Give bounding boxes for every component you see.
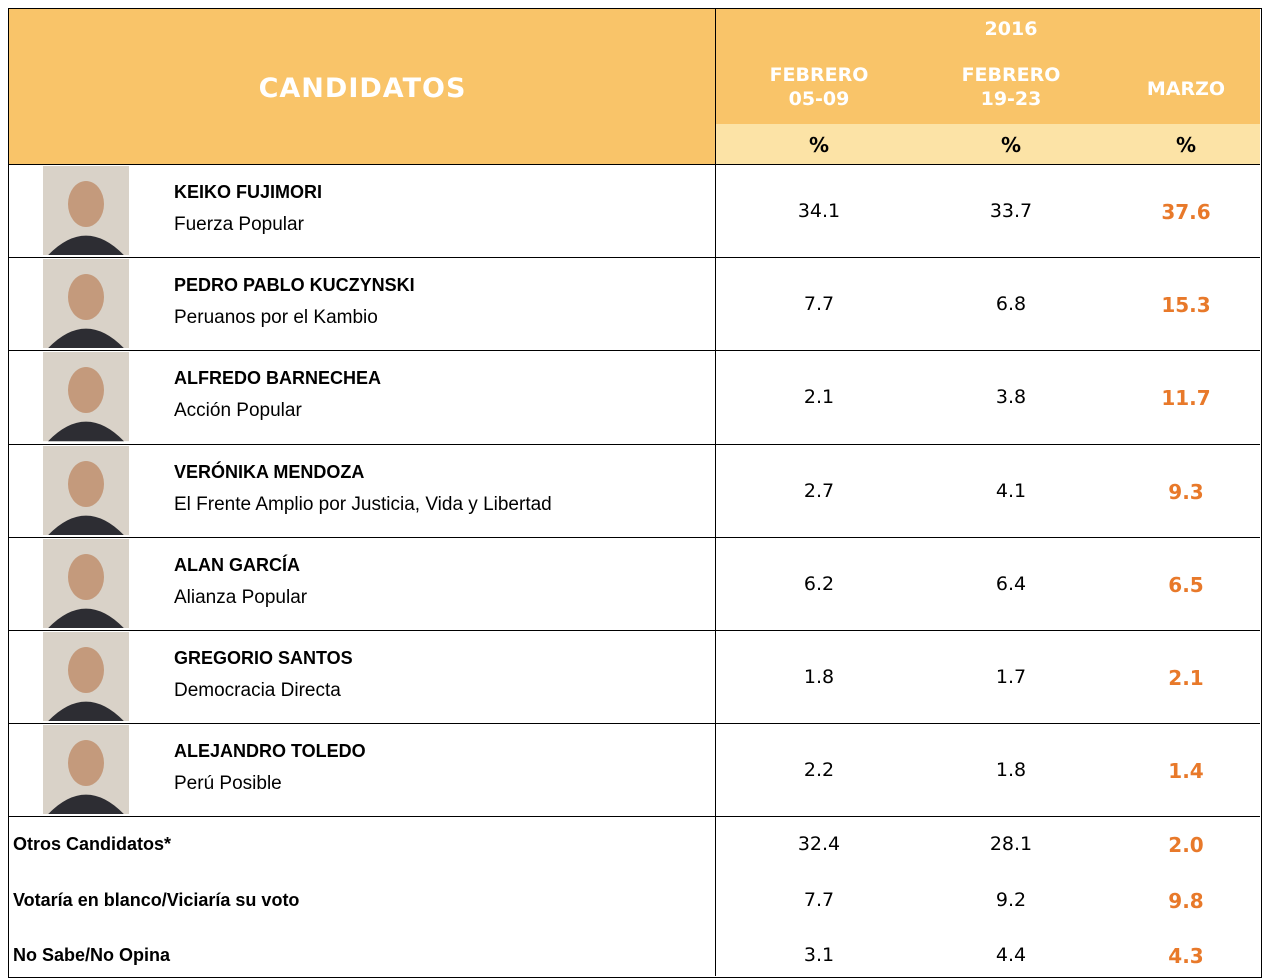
candidate-party: Peruanos por el Kambio <box>174 307 378 329</box>
value-cell: 9.2 <box>951 889 1071 911</box>
value-cell: 4.4 <box>951 944 1071 966</box>
value-cell: 15.3 <box>1126 293 1246 317</box>
row-rule <box>9 816 1260 817</box>
candidate-name: ALEJANDRO TOLEDO <box>174 741 366 762</box>
candidate-photo <box>43 725 129 814</box>
candidate-photo <box>43 259 129 348</box>
value-cell: 1.8 <box>759 666 879 688</box>
candidate-party: Fuerza Popular <box>174 214 304 236</box>
column-unit: % <box>1126 133 1246 157</box>
row-label: No Sabe/No Opina <box>13 945 170 966</box>
row-rule <box>9 444 1260 445</box>
value-cell: 6.2 <box>759 573 879 595</box>
row-rule <box>9 350 1260 351</box>
candidate-name: KEIKO FUJIMORI <box>174 182 322 203</box>
value-cell: 6.4 <box>951 573 1071 595</box>
value-cell: 11.7 <box>1126 386 1246 410</box>
column-divider <box>715 9 716 976</box>
value-cell: 34.1 <box>759 200 879 222</box>
value-cell: 2.1 <box>1126 666 1246 690</box>
value-cell: 28.1 <box>951 833 1071 855</box>
value-cell: 4.1 <box>951 480 1071 502</box>
column-label: MARZO <box>1106 77 1264 101</box>
header-title: CANDIDATOS <box>9 77 716 101</box>
value-cell: 7.7 <box>759 293 879 315</box>
column-dates: 05-09 <box>739 87 899 111</box>
candidate-photo <box>43 632 129 721</box>
value-cell: 4.3 <box>1126 944 1246 968</box>
header-year: 2016 <box>716 17 1264 41</box>
column-unit: % <box>951 133 1071 157</box>
candidate-photo <box>43 539 129 628</box>
candidate-party: Perú Posible <box>174 773 282 795</box>
column-label: FEBRERO <box>931 63 1091 87</box>
column-unit: % <box>759 133 879 157</box>
row-label: Otros Candidatos* <box>13 834 171 855</box>
photo-placeholder <box>43 539 129 628</box>
photo-placeholder <box>43 632 129 721</box>
candidate-party: Alianza Popular <box>174 587 307 609</box>
value-cell: 2.1 <box>759 386 879 408</box>
candidate-party: Acción Popular <box>174 400 302 422</box>
value-cell: 1.7 <box>951 666 1071 688</box>
value-cell: 9.3 <box>1126 480 1246 504</box>
row-rule <box>9 723 1260 724</box>
row-rule <box>9 630 1260 631</box>
candidate-name: ALFREDO BARNECHEA <box>174 368 381 389</box>
column-label: FEBRERO <box>739 63 899 87</box>
row-rule <box>9 164 1260 165</box>
value-cell: 2.0 <box>1126 833 1246 857</box>
photo-placeholder <box>43 352 129 441</box>
candidate-name: VERÓNIKA MENDOZA <box>174 462 364 483</box>
value-cell: 1.8 <box>951 759 1071 781</box>
photo-placeholder <box>43 446 129 535</box>
value-cell: 32.4 <box>759 833 879 855</box>
value-cell: 7.7 <box>759 889 879 911</box>
value-cell: 2.2 <box>759 759 879 781</box>
photo-placeholder <box>43 725 129 814</box>
value-cell: 37.6 <box>1126 200 1246 224</box>
page: CANDIDATOS 2016 FEBRERO05-09%FEBRERO19-2… <box>0 0 1264 980</box>
row-label: Votaría en blanco/Viciaría su voto <box>13 890 299 911</box>
value-cell: 3.1 <box>759 944 879 966</box>
column-dates: 19-23 <box>931 87 1091 111</box>
candidate-photo <box>43 352 129 441</box>
value-cell: 2.7 <box>759 480 879 502</box>
value-cell: 6.5 <box>1126 573 1246 597</box>
row-rule <box>9 257 1260 258</box>
value-cell: 9.8 <box>1126 889 1246 913</box>
photo-placeholder <box>43 259 129 348</box>
candidate-party: Democracia Directa <box>174 680 341 702</box>
value-cell: 6.8 <box>951 293 1071 315</box>
header-band-left <box>9 124 716 164</box>
row-rule <box>9 537 1260 538</box>
candidate-party: El Frente Amplio por Justicia, Vida y Li… <box>174 494 552 516</box>
candidate-photo <box>43 166 129 255</box>
candidate-name: GREGORIO SANTOS <box>174 648 353 669</box>
value-cell: 33.7 <box>951 200 1071 222</box>
candidate-photo <box>43 446 129 535</box>
candidate-name: PEDRO PABLO KUCZYNSKI <box>174 275 415 296</box>
photo-placeholder <box>43 166 129 255</box>
value-cell: 3.8 <box>951 386 1071 408</box>
candidate-name: ALAN GARCÍA <box>174 555 300 576</box>
value-cell: 1.4 <box>1126 759 1246 783</box>
